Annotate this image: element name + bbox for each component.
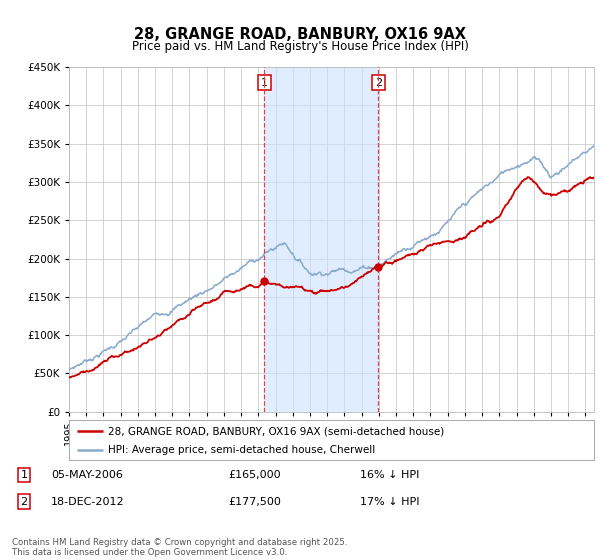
Text: Price paid vs. HM Land Registry's House Price Index (HPI): Price paid vs. HM Land Registry's House … (131, 40, 469, 53)
Text: £177,500: £177,500 (228, 497, 281, 507)
Text: 16% ↓ HPI: 16% ↓ HPI (360, 470, 419, 480)
Text: 1: 1 (261, 78, 268, 88)
Bar (265, 67, 379, 412)
Text: 2: 2 (20, 497, 28, 507)
Text: 1: 1 (20, 470, 28, 480)
Text: 17% ↓ HPI: 17% ↓ HPI (360, 497, 419, 507)
Text: 28, GRANGE ROAD, BANBURY, OX16 9AX: 28, GRANGE ROAD, BANBURY, OX16 9AX (134, 27, 466, 42)
Text: 18-DEC-2012: 18-DEC-2012 (51, 497, 125, 507)
Text: 28, GRANGE ROAD, BANBURY, OX16 9AX (semi-detached house): 28, GRANGE ROAD, BANBURY, OX16 9AX (semi… (109, 426, 445, 436)
Text: Contains HM Land Registry data © Crown copyright and database right 2025.
This d: Contains HM Land Registry data © Crown c… (12, 538, 347, 557)
Text: 05-MAY-2006: 05-MAY-2006 (51, 470, 123, 480)
Text: £165,000: £165,000 (228, 470, 281, 480)
Text: 2: 2 (375, 78, 382, 88)
Text: HPI: Average price, semi-detached house, Cherwell: HPI: Average price, semi-detached house,… (109, 445, 376, 455)
